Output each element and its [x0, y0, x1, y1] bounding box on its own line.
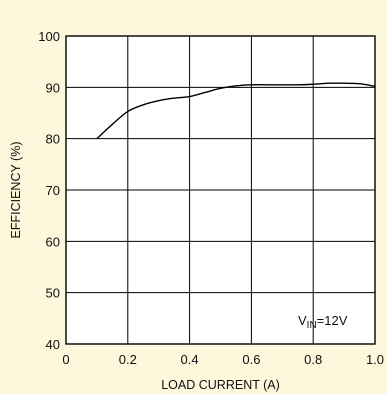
y-tick-label: 60: [46, 234, 60, 249]
y-tick-label: 70: [46, 183, 60, 198]
x-axis-title: LOAD CURRENT (A): [161, 378, 280, 392]
efficiency-line: [96, 82, 376, 140]
x-tick-label: 1.0: [366, 352, 384, 367]
y-axis-title: EFFICIENCY (%): [9, 142, 23, 239]
y-tick-labels: 40 50 60 70 80 90 100: [38, 29, 60, 352]
x-tick-label: 0.6: [242, 352, 260, 367]
x-tick-label: 0.4: [181, 352, 199, 367]
y-tick-label: 40: [46, 337, 60, 352]
grid: [65, 35, 376, 345]
vin-annotation: VIN=12V: [298, 313, 348, 331]
x-tick-label: 0.2: [119, 352, 137, 367]
x-tick-labels: 0 0.2 0.4 0.6 0.8 1.0: [62, 352, 384, 367]
y-tick-label: 80: [46, 132, 60, 147]
y-tick-label: 50: [46, 286, 60, 301]
y-tick-label: 90: [46, 80, 60, 95]
x-tick-label: 0.8: [304, 352, 322, 367]
y-tick-label: 100: [38, 29, 60, 44]
x-tick-label: 0: [62, 352, 69, 367]
plot-frame: [65, 35, 376, 345]
